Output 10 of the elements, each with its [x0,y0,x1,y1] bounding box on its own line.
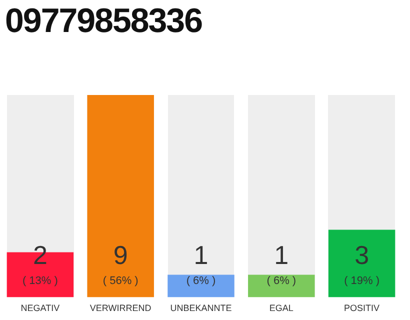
x-tick-label: EGAL [269,303,294,314]
x-tick-label: VERWIRREND [90,303,152,314]
x-tick-label: POSITIV [344,303,380,314]
x-tick-label: NEGATIV [20,303,60,314]
data-label: 9 ( 56% ) [102,240,138,288]
data-label: 1 ( 6% ) [186,240,216,288]
data-label: 3 ( 19% ) [344,240,380,288]
chart-title: 09779858336 [5,2,202,41]
x-tick-label: UNBEKANNTE [170,303,232,314]
data-label: 1 ( 6% ) [266,240,296,288]
